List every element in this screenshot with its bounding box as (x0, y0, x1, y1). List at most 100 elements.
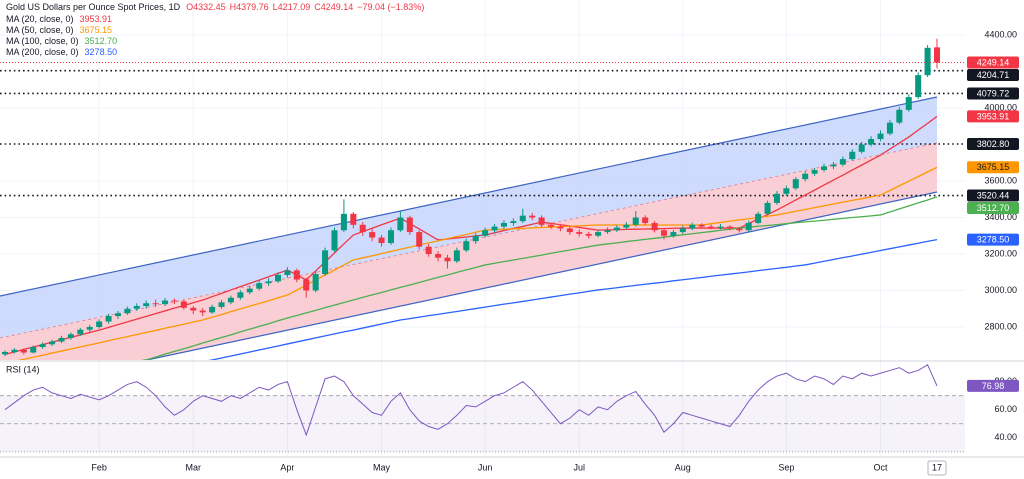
candle-body (293, 270, 300, 280)
candle-body (124, 308, 131, 314)
candle-body (500, 222, 507, 227)
candle-body (915, 75, 922, 98)
rsi-tag-label: 76.98 (982, 381, 1005, 391)
channel-upper-fill (0, 97, 937, 338)
candle-body (896, 109, 903, 123)
candle-body (397, 217, 404, 231)
candle-body (613, 227, 620, 231)
y-tick-label: 3600.00 (984, 175, 1017, 185)
candle-body (933, 47, 941, 63)
candle-body (265, 281, 272, 284)
candle-body (679, 228, 686, 233)
candle-body (642, 217, 649, 223)
x-tick-label: Jun (478, 462, 493, 472)
candle-body (670, 232, 677, 236)
candle-body (209, 306, 216, 313)
candle-body (20, 349, 27, 353)
candle-body (143, 303, 150, 306)
candle-body (444, 257, 451, 262)
change-value: −79.04 (−1.83%) (357, 2, 424, 12)
candle-body (30, 347, 37, 353)
candle-body (886, 122, 893, 134)
candle-body (162, 300, 169, 305)
candle-body (39, 344, 46, 348)
candle-body (86, 326, 93, 330)
ma-line (140, 196, 938, 360)
candle-body (359, 224, 366, 233)
price-pane (0, 38, 965, 360)
candle-body (77, 329, 84, 335)
legend-entry: MA (100, close, 0) 3512.70 (6, 36, 117, 46)
candle-body (237, 292, 244, 298)
candle-body (858, 144, 865, 152)
grid (0, 0, 965, 456)
candle-body (821, 166, 828, 171)
candle-body (726, 226, 733, 229)
legend-name: MA (50, close, 0) (6, 25, 74, 35)
candle-body (340, 213, 347, 231)
candle-body (708, 226, 715, 228)
price-tag (967, 110, 1019, 123)
candle-body (369, 232, 376, 238)
candle-body (595, 232, 602, 236)
candle-body (152, 303, 159, 305)
channel (0, 96, 938, 360)
ma-line (207, 239, 938, 360)
rsi-band (0, 395, 965, 452)
x-tick-label: 17 (932, 462, 942, 472)
legend-name: MA (200, close, 0) (6, 47, 79, 57)
candle-body (868, 139, 875, 145)
candle-body (585, 233, 592, 236)
channel-lower-fill (0, 143, 937, 360)
candle-body (406, 217, 413, 233)
candle-body (218, 302, 225, 307)
candle-body (632, 217, 639, 225)
rsi-tag (967, 379, 1019, 392)
price-tags: 76.98 4249.14 4204.71 4079.72 3953.91 3802.80… (967, 56, 1019, 392)
candle-body (246, 288, 253, 293)
price-tag-label: 3512.70 (977, 203, 1010, 213)
y-tick-label: 4400.00 (984, 29, 1017, 39)
legend-value: 3675.15 (80, 25, 113, 35)
header: Gold US Dollars per Ounce Spot Prices, 1… (6, 2, 424, 12)
candle-body (877, 133, 884, 140)
candle-body (387, 230, 394, 244)
ma-line (17, 166, 938, 360)
candle-body (453, 250, 460, 262)
high-value: H4379.76 (230, 2, 269, 12)
candle-body (623, 224, 630, 228)
candle-body (745, 222, 752, 231)
candle-body (284, 270, 291, 275)
rsi-tick-label: 60.00 (994, 404, 1017, 414)
candle-body (660, 230, 668, 236)
candle-body (576, 232, 583, 234)
candle-body (67, 334, 74, 338)
candle-body (312, 274, 319, 291)
candle-body (839, 159, 846, 165)
x-tick-label: Mar (186, 462, 202, 472)
channel-lower-line (146, 191, 938, 360)
candle-body (764, 202, 771, 214)
candle-body (472, 235, 479, 242)
candle-body (322, 250, 329, 275)
candle-body (651, 222, 658, 231)
ma-line (4, 115, 938, 355)
candle-body (566, 228, 573, 233)
y-tick-label: 3000.00 (984, 285, 1017, 295)
price-tag (967, 161, 1019, 174)
candle-body (1, 351, 9, 355)
candle-body (689, 224, 696, 229)
candle-body (199, 310, 206, 313)
legend-name: MA (100, close, 0) (6, 36, 79, 46)
legend: Gold US Dollars per Ounce Spot Prices, 1… (6, 2, 424, 374)
candle-body (463, 241, 470, 251)
candle-body (491, 226, 498, 231)
legend-name: MA (20, close, 0) (6, 14, 74, 24)
price-tag (967, 87, 1019, 100)
candle-body (350, 213, 357, 225)
price-tag (967, 202, 1019, 215)
price-tag-label: 4249.14 (977, 57, 1010, 67)
candle-body (905, 97, 912, 110)
candle-body (435, 253, 442, 258)
